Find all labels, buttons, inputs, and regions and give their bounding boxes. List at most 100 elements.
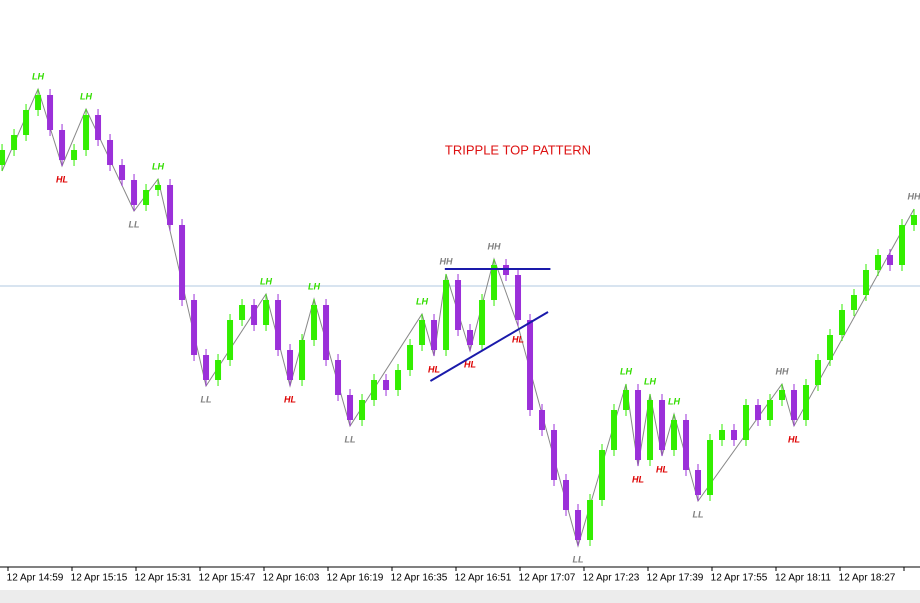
candle-body [479,300,486,345]
candle-body [35,95,42,110]
x-tick-label: 12 Apr 15:31 [135,573,192,584]
trendline-line [429,311,549,382]
candle-body [851,295,858,310]
candle-body [767,400,774,420]
candle-body [755,405,762,420]
candle-body [23,110,30,135]
pivot-label: LL [573,554,584,564]
candle-body [347,395,354,420]
pivot-label: HL [512,334,524,344]
pivot-label: HL [428,364,440,374]
candle-body [875,255,882,270]
candle-body [335,360,342,395]
candle-body [191,300,198,355]
candle-body [203,355,210,380]
x-tick-label: 12 Apr 17:39 [647,573,704,584]
x-tick-label: 12 Apr 16:35 [391,573,448,584]
candle-body [311,305,318,340]
candle-body [575,510,582,540]
candle-body [107,140,114,165]
candle-body [251,305,258,325]
candle-body [419,320,426,345]
pivot-label: LH [260,276,272,286]
pivot-label: LH [308,281,320,291]
candle-body [215,360,222,380]
candle-body [599,450,606,500]
pivot-label: LH [620,366,632,376]
candle-body [83,115,90,150]
candle-body [863,270,870,295]
pivot-label: HH [776,366,789,376]
candle-body [395,370,402,390]
candle-body [179,225,186,300]
candle-body [71,150,78,160]
candle-body [899,225,906,265]
x-tick-label: 12 Apr 15:15 [71,573,128,584]
pivot-label: LL [201,394,212,404]
candle-body [119,165,126,180]
x-tick-label: 12 Apr 18:27 [839,573,896,584]
candle-body [683,420,690,470]
pivot-label: LH [80,91,92,101]
candle-body [95,115,102,140]
x-tick-label: 12 Apr 17:07 [519,573,576,584]
pivot-label: LL [693,509,704,519]
pivot-label: LL [129,219,140,229]
candle-body [839,310,846,335]
pivot-label: HL [464,359,476,369]
candle-body [131,180,138,205]
pivot-label: HH [908,191,920,201]
candle-body [695,470,702,495]
candle-body [407,345,414,370]
candle-body [155,185,162,190]
candle-body [527,320,534,410]
candle-body [143,190,150,205]
pivot-label: HL [788,434,800,444]
candle-body [635,390,642,460]
candle-body [719,430,726,440]
candle-body [239,305,246,320]
pivot-label: HH [488,241,501,251]
candle-body [47,95,54,130]
candle-body [779,390,786,400]
candle-body [803,385,810,420]
candle-body [371,380,378,400]
x-tick-label: 12 Apr 17:55 [711,573,768,584]
candle-body [491,265,498,300]
candle-body [791,390,798,420]
pivot-label: LH [152,161,164,171]
pivot-label: HL [656,464,668,474]
x-tick-label: 12 Apr 18:11 [775,573,831,584]
pivot-label: LH [668,396,680,406]
candle-body [911,215,918,225]
candle-body [467,330,474,345]
candle-body [647,400,654,460]
chart-title: TRIPPLE TOP PATTERN [445,142,591,157]
pivot-label: LH [644,376,656,386]
candle-body [359,400,366,420]
candle-body [299,340,306,380]
candle-body [731,430,738,440]
candle-body [515,275,522,320]
pivot-label: HL [284,394,296,404]
x-tick-label: 12 Apr 14:59 [7,573,64,584]
x-tick-label: 12 Apr 16:51 [455,573,512,584]
candle-body [563,480,570,510]
candle-body [659,400,666,450]
candle-body [323,305,330,360]
candle-body [743,405,750,440]
candle-body [551,430,558,480]
candle-body [671,420,678,450]
pivot-label: HL [632,474,644,484]
candle-body [0,150,6,165]
candle-body [539,410,546,430]
candle-body [383,380,390,390]
x-tick-label: 12 Apr 16:03 [263,573,320,584]
pivot-label: HL [56,174,68,184]
pivot-label: LH [32,71,44,81]
candle-body [263,300,270,325]
candle-body [59,130,66,160]
candle-body [287,350,294,380]
x-tick-label: 12 Apr 17:23 [583,573,640,584]
